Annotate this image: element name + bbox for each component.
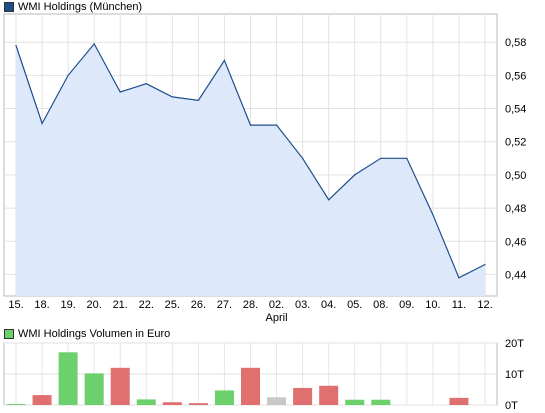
price-x-tick-label: 28.: [243, 299, 258, 311]
volume-bar: [214, 390, 234, 405]
price-x-tick-label: 25.: [165, 299, 180, 311]
volume-bar: [32, 395, 52, 405]
price-point: [249, 124, 252, 126]
price-point: [93, 43, 95, 45]
price-point: [41, 122, 43, 125]
price-point: [458, 277, 460, 279]
volume-bar: [136, 399, 156, 405]
volume-bar: [58, 352, 78, 405]
price-y-tick-label: 0,50: [505, 170, 526, 182]
price-point: [484, 263, 486, 266]
volume-bar: [241, 367, 260, 405]
volume-bar: [319, 385, 339, 405]
price-point: [328, 199, 330, 201]
price-legend-swatch: [4, 2, 14, 12]
volume-legend: WMI Holdings Volumen in Euro: [4, 327, 170, 341]
volume-bar: [162, 402, 182, 405]
price-x-tick-label: 12.: [477, 299, 492, 311]
price-point: [432, 214, 434, 216]
price-y-tick-label: 0,52: [505, 137, 526, 149]
volume-bar: [6, 404, 26, 405]
price-point: [406, 157, 408, 159]
price-x-tick-label: 22.: [139, 299, 154, 311]
volume-bar: [84, 373, 104, 405]
price-x-tick-label: 27.: [217, 299, 232, 311]
price-y-tick-label: 0,58: [505, 37, 526, 49]
price-point: [380, 157, 382, 159]
price-x-tick-label: 03.: [295, 299, 310, 311]
volume-bar: [188, 403, 208, 405]
volume-bar: [449, 397, 469, 405]
price-x-tick-label: 04.: [321, 299, 336, 311]
volume-bar: [345, 399, 365, 405]
price-point: [67, 74, 69, 76]
price-y-tick-label: 0,54: [505, 104, 526, 116]
price-x-tick-label: 18.: [34, 299, 49, 311]
price-x-tick-label: 05.: [347, 299, 362, 311]
price-point: [275, 124, 278, 126]
price-point: [197, 99, 199, 101]
price-x-tick-label: 09.: [399, 299, 414, 311]
price-chart-title: WMI Holdings (München): [18, 1, 143, 13]
price-month-label: April: [266, 312, 288, 324]
volume-y-tick-label: 10T: [505, 369, 524, 381]
price-point: [119, 91, 121, 93]
price-x-tick-label: 19.: [60, 299, 75, 311]
volume-bar: [293, 387, 313, 405]
volume-bar: [267, 397, 287, 405]
price-point: [145, 83, 147, 85]
volume-bar: [371, 399, 391, 405]
price-legend: WMI Holdings (München): [4, 0, 142, 14]
volume-y-tick-label: 20T: [505, 338, 524, 350]
price-point: [223, 59, 226, 62]
price-y-tick-label: 0,44: [505, 269, 526, 281]
price-x-tick-label: 26.: [191, 299, 206, 311]
price-point: [302, 157, 304, 159]
price-point: [354, 174, 356, 176]
price-point: [171, 96, 173, 98]
price-x-tick-label: 11.: [452, 299, 466, 311]
volume-bar: [110, 367, 130, 405]
price-y-tick-label: 0,56: [505, 70, 526, 82]
price-y-tick-label: 0,46: [505, 236, 526, 248]
price-y-tick-label: 0,48: [505, 203, 526, 215]
volume-y-tick-label: 0T: [505, 400, 518, 412]
price-x-tick-label: 21.: [113, 299, 128, 311]
volume-legend-swatch: [4, 329, 14, 339]
price-x-tick-label: 08.: [373, 299, 388, 311]
price-area: [16, 43, 485, 297]
volume-chart-title: WMI Holdings Volumen in Euro: [18, 328, 171, 340]
price-point: [15, 44, 17, 47]
price-x-tick-label: 02.: [269, 299, 284, 311]
price-x-tick-label: 20.: [87, 299, 102, 311]
price-x-tick-label: 15.: [8, 299, 23, 311]
price-x-tick-label: 10.: [425, 299, 440, 311]
